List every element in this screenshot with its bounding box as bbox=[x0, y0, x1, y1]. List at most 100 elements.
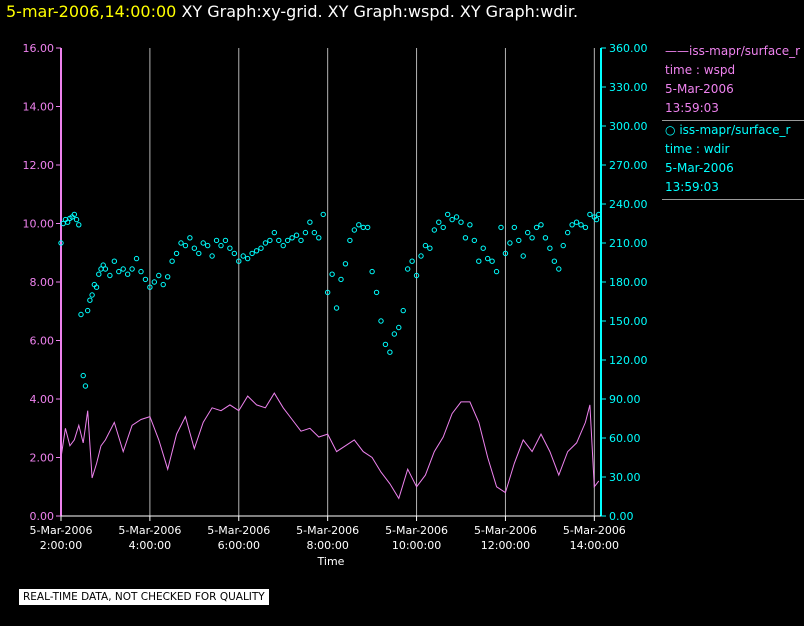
right-tick-label: 300.00 bbox=[609, 120, 648, 133]
wdir-point bbox=[276, 237, 282, 244]
wdir-point bbox=[213, 237, 220, 244]
x-tick-date-label: 5-Mar-2006 bbox=[474, 524, 537, 537]
wdir-point bbox=[222, 237, 229, 244]
title-date-time: 5-mar-2006,14:00:00 bbox=[6, 2, 177, 21]
wdir-point bbox=[427, 245, 433, 251]
title-graph-list: XY Graph:xy-grid. XY Graph:wspd. XY Grap… bbox=[181, 2, 579, 21]
x-tick-time-label: 2:00:00 bbox=[40, 539, 82, 552]
wdir-point bbox=[342, 261, 349, 267]
wdir-point bbox=[111, 258, 118, 264]
wdir-point bbox=[173, 250, 180, 257]
wdir-point bbox=[227, 245, 233, 251]
left-tick-label: 0.00 bbox=[30, 510, 55, 523]
wdir-point bbox=[262, 240, 269, 246]
wdir-point bbox=[489, 258, 495, 264]
legend-series-variable: time : wspd bbox=[665, 63, 736, 77]
wdir-point bbox=[218, 242, 224, 249]
wdir-point bbox=[493, 268, 500, 275]
x-tick-time-label: 14:00:00 bbox=[570, 539, 619, 552]
wdir-point bbox=[116, 268, 122, 275]
left-tick-label: 8.00 bbox=[30, 276, 55, 289]
wdir-point bbox=[533, 224, 540, 231]
wdir-point bbox=[364, 224, 371, 231]
wdir-point bbox=[596, 211, 602, 218]
wdir-point bbox=[73, 216, 80, 223]
wdir-point bbox=[87, 297, 93, 303]
right-tick-label: 360.00 bbox=[609, 42, 648, 55]
left-tick-label: 4.00 bbox=[30, 393, 55, 406]
wdir-point bbox=[440, 224, 446, 231]
wdir-point bbox=[413, 272, 420, 279]
wdir-point bbox=[142, 276, 149, 283]
wdir-point bbox=[333, 305, 340, 311]
wdir-point bbox=[324, 289, 331, 296]
wdir-point bbox=[289, 235, 295, 241]
wdir-point bbox=[244, 255, 251, 262]
wdir-point bbox=[307, 219, 313, 225]
x-axis-title: Time bbox=[317, 555, 345, 568]
wdir-point bbox=[169, 258, 175, 264]
wdir-point bbox=[480, 245, 486, 251]
wdir-point bbox=[82, 383, 89, 389]
wdir-point bbox=[511, 224, 518, 231]
right-tick-label: 210.00 bbox=[609, 237, 648, 250]
x-tick-date-label: 5-Mar-2006 bbox=[563, 524, 626, 537]
wdir-point bbox=[253, 248, 260, 254]
wdir-point bbox=[578, 222, 584, 228]
wdir-point bbox=[129, 266, 135, 272]
x-tick-date-label: 5-Mar-2006 bbox=[207, 524, 270, 537]
wdir-point bbox=[542, 235, 549, 241]
left-tick-label: 16.00 bbox=[23, 42, 55, 55]
legend-series-time: 13:59:03 bbox=[665, 101, 719, 115]
wdir-point bbox=[520, 253, 526, 259]
wdir-point bbox=[338, 276, 344, 283]
right-tick-label: 330.00 bbox=[609, 81, 648, 94]
wdir-point bbox=[76, 222, 82, 228]
wdir-point bbox=[369, 268, 375, 275]
graph-title: 5-mar-2006,14:00:00 XY Graph:xy-grid. XY… bbox=[6, 2, 578, 21]
wdir-point bbox=[102, 266, 109, 272]
wdir-point bbox=[240, 253, 246, 259]
right-tick-label: 120.00 bbox=[609, 354, 648, 367]
wdir-point bbox=[360, 224, 366, 231]
wdir-point bbox=[378, 318, 384, 324]
wspd-series-line bbox=[60, 392, 600, 500]
wdir-point bbox=[396, 324, 402, 331]
wdir-point bbox=[418, 253, 424, 259]
legend-marker-symbol: ○ bbox=[665, 123, 676, 137]
wdir-point bbox=[467, 222, 473, 228]
wdir-point bbox=[462, 235, 469, 241]
right-tick-label: 270.00 bbox=[609, 159, 648, 172]
x-tick-time-label: 4:00:00 bbox=[129, 539, 171, 552]
wdir-point bbox=[89, 292, 95, 298]
wdir-point bbox=[100, 262, 106, 268]
wdir-point bbox=[164, 274, 171, 280]
wdir-point bbox=[298, 237, 304, 244]
wdir-point bbox=[556, 266, 562, 272]
x-tick-date-label: 5-Mar-2006 bbox=[30, 524, 93, 537]
wdir-point bbox=[249, 250, 255, 257]
wdir-point bbox=[538, 222, 544, 228]
x-tick-date-label: 5-Mar-2006 bbox=[385, 524, 448, 537]
right-tick-label: 0.00 bbox=[609, 510, 634, 523]
wdir-point bbox=[64, 219, 71, 225]
legend-entry-wdir[interactable]: ○ iss-mapr/surface_r time : wdir 5-Mar-2… bbox=[662, 121, 804, 200]
quality-disclaimer: REAL-TIME DATA, NOT CHECKED FOR QUALITY bbox=[19, 589, 269, 605]
legend-series-name: iss-mapr/surface_r bbox=[679, 123, 791, 137]
wdir-point bbox=[293, 232, 300, 238]
wdir-point bbox=[529, 235, 535, 241]
wdir-point bbox=[107, 272, 113, 279]
wdir-point bbox=[573, 219, 580, 225]
wdir-point bbox=[320, 211, 326, 218]
right-tick-label: 60.00 bbox=[609, 432, 641, 445]
wdir-point bbox=[133, 255, 140, 262]
wdir-point bbox=[564, 229, 571, 236]
wdir-point bbox=[516, 237, 522, 244]
x-tick-time-label: 12:00:00 bbox=[481, 539, 530, 552]
wdir-point bbox=[547, 245, 553, 251]
wdir-point bbox=[569, 222, 575, 228]
legend-entry-wspd[interactable]: ——iss-mapr/surface_r time : wspd 5-Mar-2… bbox=[662, 42, 804, 121]
legend: ——iss-mapr/surface_r time : wspd 5-Mar-2… bbox=[662, 42, 804, 200]
wdir-point bbox=[138, 268, 144, 275]
legend-series-variable: time : wdir bbox=[665, 142, 730, 156]
